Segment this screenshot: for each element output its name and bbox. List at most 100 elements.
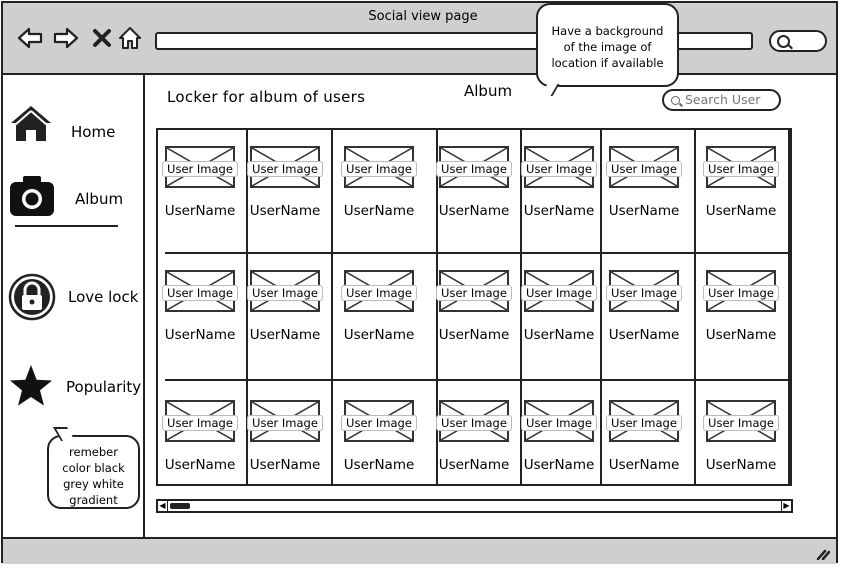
user-card[interactable]: User Image UserName <box>698 384 784 484</box>
user-name: UserName <box>249 203 321 219</box>
user-card[interactable]: User Image UserName <box>516 254 602 354</box>
sidebar-item-label: Album <box>75 190 124 208</box>
sidebar-item-love-lock[interactable]: Love lock <box>3 273 143 323</box>
color-note-callout: remeber color black grey white gradient <box>47 435 140 509</box>
sidebar-item-popularity[interactable]: Popularity <box>3 363 143 413</box>
user-card[interactable]: User Image UserName <box>157 254 243 354</box>
status-bar <box>3 537 836 564</box>
user-card[interactable]: User Image UserName <box>431 130 517 230</box>
grid-divider <box>331 130 333 484</box>
user-image-label: User Image <box>436 415 512 431</box>
close-icon[interactable] <box>89 25 115 51</box>
user-name: UserName <box>343 457 415 473</box>
camera-icon <box>8 173 54 219</box>
user-name: UserName <box>343 327 415 343</box>
grid-divider <box>694 130 696 484</box>
user-card[interactable]: User Image UserName <box>431 254 517 354</box>
user-image-label: User Image <box>436 285 512 301</box>
album-grid <box>156 128 792 486</box>
user-image-label: User Image <box>247 285 323 301</box>
sidebar-item-label: Love lock <box>68 288 139 306</box>
user-name: UserName <box>523 327 595 343</box>
user-image-label: User Image <box>247 161 323 177</box>
user-image-label: User Image <box>341 161 417 177</box>
window-title: Social view page <box>368 9 478 24</box>
user-name: UserName <box>164 203 236 219</box>
user-card[interactable]: User Image UserName <box>431 384 517 484</box>
grid-divider <box>246 130 248 484</box>
user-card[interactable]: User Image UserName <box>157 384 243 484</box>
horizontal-scrollbar[interactable]: ◀ ▶ <box>156 499 793 513</box>
user-name: UserName <box>249 327 321 343</box>
user-name: UserName <box>523 457 595 473</box>
user-card[interactable]: User Image UserName <box>601 384 687 484</box>
grid-divider <box>165 379 789 381</box>
browser-search-button[interactable] <box>769 30 827 52</box>
user-card[interactable]: User Image UserName <box>157 130 243 230</box>
search-icon <box>671 96 680 105</box>
background-note-callout: Have a background of the image of locati… <box>536 3 679 87</box>
user-name: UserName <box>164 457 236 473</box>
home-icon <box>8 103 54 149</box>
user-name: UserName <box>608 457 680 473</box>
note-line: location if available <box>551 56 664 70</box>
sidebar-item-home[interactable]: Home <box>3 103 143 153</box>
user-image-label: User Image <box>247 415 323 431</box>
section-heading: Album <box>464 82 513 100</box>
note-line: Have a background <box>551 24 664 38</box>
grid-divider <box>520 130 522 484</box>
scroll-thumb[interactable] <box>170 503 190 509</box>
user-card[interactable]: User Image UserName <box>336 254 422 354</box>
user-card[interactable]: User Image UserName <box>336 130 422 230</box>
sidebar-item-label: Home <box>71 123 116 141</box>
user-name: UserName <box>438 327 510 343</box>
user-card[interactable]: User Image UserName <box>516 130 602 230</box>
sidebar: Home Album Love lock Popularity <box>3 75 145 537</box>
user-name: UserName <box>164 327 236 343</box>
sidebar-item-album[interactable]: Album <box>3 173 143 223</box>
user-name: UserName <box>249 457 321 473</box>
user-image-label: User Image <box>606 161 682 177</box>
note-line: remeber <box>69 445 118 459</box>
user-card[interactable]: User Image UserName <box>698 254 784 354</box>
grid-edge <box>788 130 790 484</box>
user-card[interactable]: User Image UserName <box>242 384 328 484</box>
page-title: Locker for album of users <box>167 88 366 106</box>
scroll-right-icon[interactable]: ▶ <box>781 501 791 511</box>
forward-arrow-icon[interactable] <box>53 25 79 51</box>
user-card[interactable]: User Image UserName <box>698 130 784 230</box>
note-line: of the image of <box>563 40 652 54</box>
user-name: UserName <box>705 203 777 219</box>
note-line: grey white <box>63 477 124 491</box>
user-image-label: User Image <box>703 285 779 301</box>
user-image-label: User Image <box>606 285 682 301</box>
user-image-label: User Image <box>162 415 238 431</box>
user-image-label: User Image <box>341 415 417 431</box>
resize-grip-icon[interactable] <box>816 548 830 560</box>
user-image-label: User Image <box>162 285 238 301</box>
user-name: UserName <box>438 457 510 473</box>
back-arrow-icon[interactable] <box>17 25 43 51</box>
lock-icon <box>8 273 56 321</box>
user-name: UserName <box>608 327 680 343</box>
user-card[interactable]: User Image UserName <box>242 130 328 230</box>
grid-divider <box>600 130 602 484</box>
browser-toolbar: Social view page <box>3 3 836 75</box>
home-nav-icon[interactable] <box>117 25 143 51</box>
note-line: gradient <box>69 493 118 507</box>
grid-divider <box>165 252 789 254</box>
user-card[interactable]: User Image UserName <box>601 254 687 354</box>
user-image-label: User Image <box>521 415 597 431</box>
user-name: UserName <box>608 203 680 219</box>
user-card[interactable]: User Image UserName <box>336 384 422 484</box>
user-name: UserName <box>705 327 777 343</box>
scroll-left-icon[interactable]: ◀ <box>158 501 168 511</box>
user-name: UserName <box>705 457 777 473</box>
star-icon <box>8 363 54 409</box>
user-card[interactable]: User Image UserName <box>516 384 602 484</box>
grid-divider <box>436 130 438 484</box>
user-card[interactable]: User Image UserName <box>601 130 687 230</box>
user-image-label: User Image <box>162 161 238 177</box>
user-card[interactable]: User Image UserName <box>242 254 328 354</box>
search-user-input[interactable]: Search User <box>662 89 781 111</box>
